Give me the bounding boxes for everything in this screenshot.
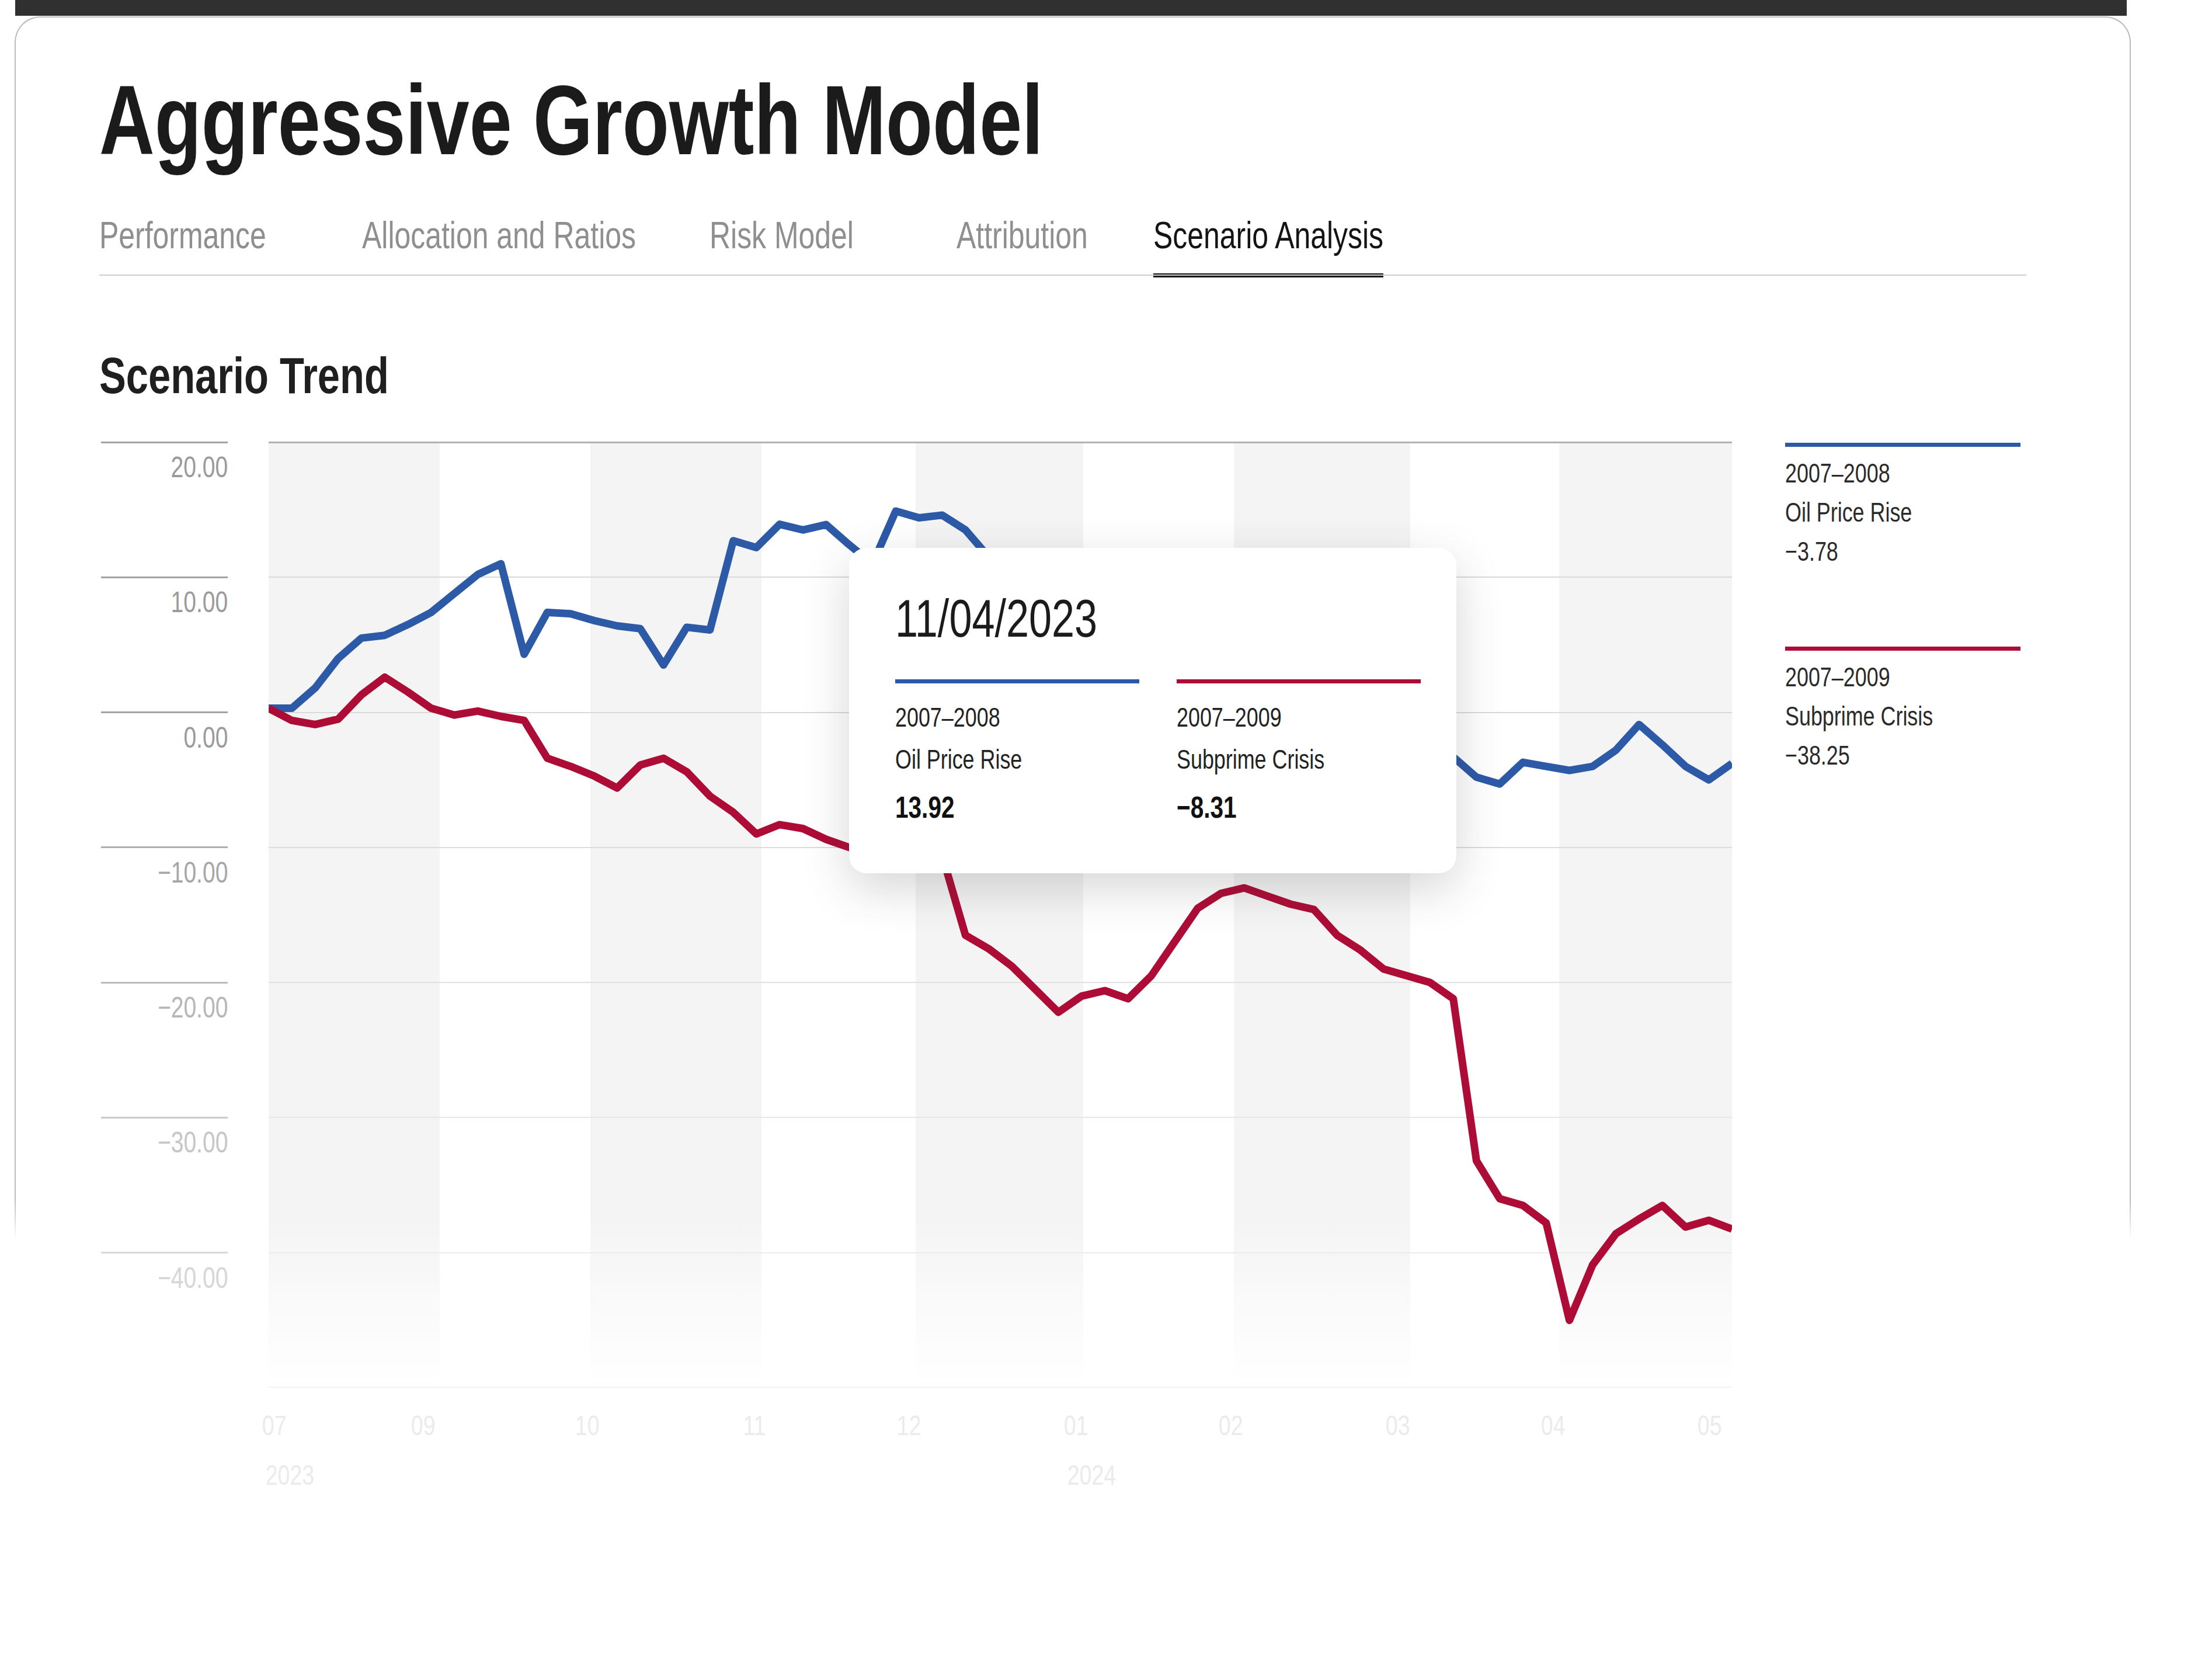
section-title: Scenario Trend [99, 346, 471, 405]
x-tick-label: 07 [259, 1409, 290, 1442]
tooltip-series-oil-price-rise: 2007–2008 Oil Price Rise 13.92 [895, 679, 1139, 825]
x-tick-label: 11 [740, 1409, 769, 1442]
tab-attribution[interactable]: Attribution [957, 214, 1125, 273]
y-tick-line [101, 577, 228, 578]
card-border-fade-left [13, 1199, 18, 1660]
y-tick-line [101, 982, 228, 984]
x-tick-label: 12 [893, 1409, 924, 1442]
tab-divider [99, 275, 2026, 276]
tooltip-series-value: 13.92 [895, 790, 1139, 825]
card-border-fade-right [2128, 1199, 2133, 1660]
y-axis: 20.00 10.00 0.00 −10.00 −20.00 −30.00 −40.00 [101, 442, 228, 1388]
tooltip-date: 11/04/2023 [895, 589, 1456, 649]
tooltip-series-period: 2007–2009 [1177, 696, 1421, 738]
legend-name: Oil Price Rise [1785, 493, 2030, 532]
window-top-bar [15, 0, 2127, 16]
tooltip-columns: 2007–2008 Oil Price Rise 13.92 2007–2009… [895, 679, 1456, 825]
y-tick-line [101, 1117, 228, 1119]
y-tick-label: 20.00 [101, 450, 228, 484]
y-tick-label: 10.00 [101, 585, 228, 619]
x-tick-label: 09 [408, 1409, 439, 1442]
y-tick-label: −20.00 [101, 991, 228, 1025]
tooltip-series-color-rule [895, 679, 1139, 683]
page-title: Aggressive Growth Model [99, 69, 1309, 172]
x-tick-label: 10 [572, 1409, 603, 1442]
tooltip-series-subprime-crisis: 2007–2009 Subprime Crisis −8.31 [1177, 679, 1421, 825]
x-tick-label: 03 [1382, 1409, 1413, 1442]
y-tick-label: 0.00 [101, 721, 228, 755]
tab-scenario-analysis[interactable]: Scenario Analysis [1153, 214, 1448, 277]
y-tick-label: −40.00 [101, 1261, 228, 1295]
legend-last-value: −38.25 [1785, 736, 2030, 775]
legend-period: 2007–2008 [1785, 454, 2030, 493]
tooltip-series-color-rule [1177, 679, 1421, 683]
legend-entry-oil-price-rise[interactable]: 2007–2008 Oil Price Rise −3.78 [1785, 443, 2030, 571]
tooltip-series-name: Subprime Crisis [1177, 738, 1421, 780]
x-tick-label: 01 [1060, 1409, 1091, 1442]
x-tick-label: 04 [1538, 1409, 1568, 1442]
legend-color-rule [1785, 647, 2020, 651]
tab-allocation-and-ratios[interactable]: Allocation and Ratios [362, 214, 713, 273]
y-tick-line [101, 442, 228, 443]
chart-tooltip: 11/04/2023 2007–2008 Oil Price Rise 13.9… [849, 548, 1456, 873]
legend-name: Subprime Crisis [1785, 697, 2030, 736]
legend-color-rule [1785, 443, 2020, 447]
legend-entry-subprime-crisis[interactable]: 2007–2009 Subprime Crisis −38.25 [1785, 647, 2030, 775]
chart-legend: 2007–2008 Oil Price Rise −3.78 2007–2009… [1785, 443, 2030, 863]
y-tick-label: −10.00 [101, 856, 228, 890]
x-tick-label: 02 [1215, 1409, 1246, 1442]
y-tick-label: −30.00 [101, 1126, 228, 1159]
legend-last-value: −3.78 [1785, 532, 2030, 571]
y-tick-line [101, 711, 228, 713]
x-tick-label: 05 [1694, 1409, 1725, 1442]
y-tick-line [101, 1252, 228, 1253]
tab-risk-model[interactable]: Risk Model [709, 214, 895, 273]
tab-performance[interactable]: Performance [99, 214, 313, 273]
x-year-label: 2023 [259, 1459, 321, 1491]
legend-period: 2007–2009 [1785, 658, 2030, 697]
x-year-label: 2024 [1060, 1459, 1123, 1491]
tooltip-series-period: 2007–2008 [895, 696, 1139, 738]
x-axis: 0709101112010203040520232024 [269, 1409, 1732, 1526]
tooltip-series-value: −8.31 [1177, 790, 1421, 825]
y-tick-line [101, 846, 228, 848]
tooltip-series-name: Oil Price Rise [895, 738, 1139, 780]
